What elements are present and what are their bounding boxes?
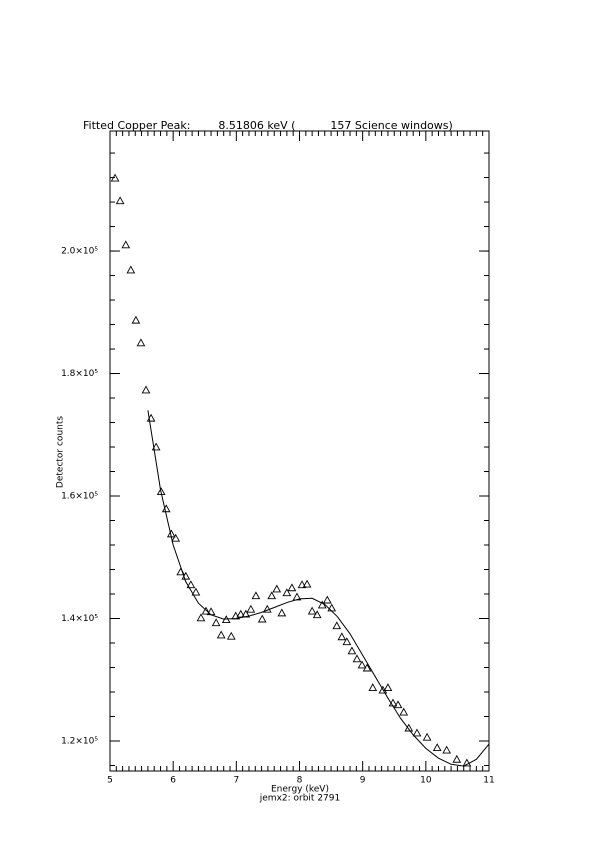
data-point [347, 646, 357, 655]
data-point [317, 600, 327, 609]
data-point [151, 442, 161, 451]
data-point [337, 632, 347, 641]
data-point [362, 663, 372, 672]
data-point [432, 743, 442, 752]
x-tick-label: 5 [107, 776, 113, 786]
data-point [287, 583, 297, 592]
data-point [282, 588, 292, 597]
data-point [452, 754, 462, 763]
y-axis-label: Detector counts [56, 416, 66, 488]
x-tick-label: 10 [420, 776, 432, 786]
data-point [267, 591, 277, 600]
y-tick-label: 1.2×10⁵ [61, 736, 98, 746]
data-point [121, 240, 131, 249]
data-point [332, 621, 342, 630]
data-point [312, 610, 322, 619]
data-point [368, 683, 378, 692]
data-point [357, 660, 367, 669]
x-tick-label: 11 [483, 776, 494, 786]
data-point [327, 603, 337, 612]
data-point [131, 315, 141, 324]
x-tick-label: 7 [233, 776, 239, 786]
fit-line [147, 410, 490, 767]
data-point [302, 579, 312, 588]
data-point [110, 173, 120, 182]
data-point [257, 614, 267, 623]
x-tick-label: 9 [360, 776, 366, 786]
data-point [422, 732, 432, 741]
data-point [115, 196, 125, 205]
data-point [277, 608, 287, 617]
subtitle: jemx2: orbit 2791 [259, 794, 340, 804]
x-tick-label: 6 [170, 776, 176, 786]
data-point [216, 630, 226, 639]
data-point [307, 606, 317, 615]
y-tick-label: 1.6×10⁵ [61, 492, 98, 502]
chart-title: Fitted Copper Peak: 8.51806 keV ( 157 Sc… [83, 119, 453, 132]
x-axis-label: Energy (keV) [271, 785, 329, 795]
data-point [126, 265, 136, 274]
data-point [393, 700, 403, 709]
data-point [186, 580, 196, 589]
data-point [462, 758, 472, 767]
data-point [196, 613, 206, 622]
data-point [246, 604, 256, 613]
data-point [201, 606, 211, 615]
data-point [191, 587, 201, 596]
y-tick-label: 2.0×10⁵ [61, 247, 98, 257]
y-tick-label: 1.8×10⁵ [61, 369, 98, 379]
x-tick-label: 8 [297, 776, 303, 786]
data-point [226, 631, 236, 640]
data-point [136, 338, 146, 347]
data-point [297, 580, 307, 589]
data-point [399, 707, 409, 716]
data-point [342, 637, 352, 646]
data-point [236, 609, 246, 618]
data-point [383, 683, 393, 692]
plot-frame [109, 130, 490, 772]
data-point [251, 591, 261, 600]
data-point [141, 385, 151, 394]
data-point [211, 618, 221, 627]
data-point [352, 654, 362, 663]
data-point [442, 745, 452, 754]
data-point [412, 728, 422, 737]
data-point [322, 595, 332, 604]
data-point [161, 504, 171, 513]
data-point [272, 584, 282, 593]
y-tick-label: 1.4×10⁵ [61, 614, 98, 624]
data-point [404, 723, 414, 732]
data-point [171, 533, 181, 542]
